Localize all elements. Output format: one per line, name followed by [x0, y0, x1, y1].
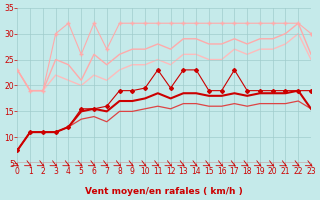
X-axis label: Vent moyen/en rafales ( km/h ): Vent moyen/en rafales ( km/h ) [85, 187, 243, 196]
